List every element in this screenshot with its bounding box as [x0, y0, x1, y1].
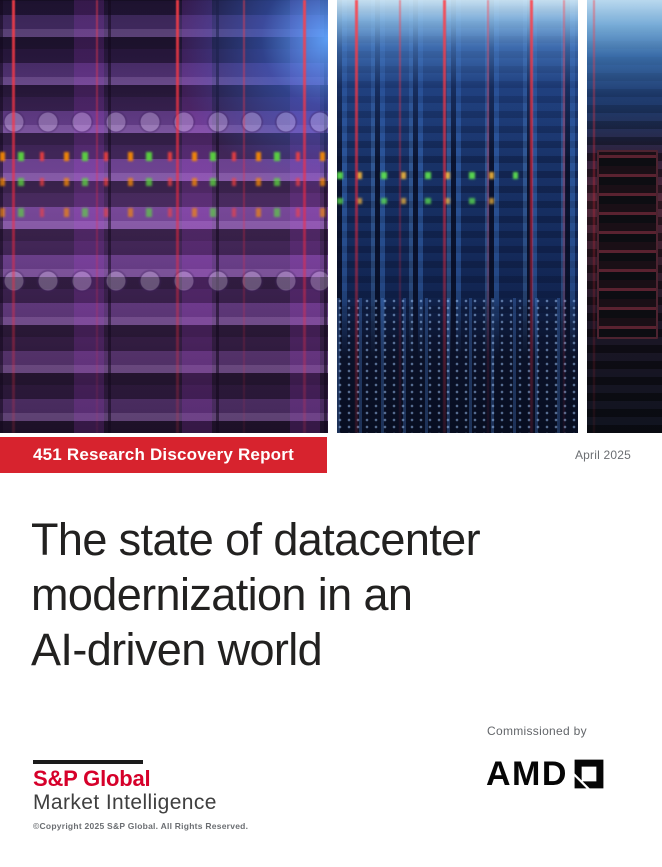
red-light-streak: [176, 0, 179, 433]
report-type-banner: 451 Research Discovery Report: [0, 437, 327, 473]
hero-photo-panel-right: [587, 0, 662, 433]
red-light-streak: [303, 0, 306, 433]
led-lights-decor: [337, 172, 518, 179]
red-light-streak: [487, 0, 489, 433]
sp-global-logo: S&P Global Market Intelligence: [33, 760, 217, 815]
report-date: April 2025: [574, 448, 631, 462]
report-title-line: The state of datacenter: [31, 514, 481, 565]
reflective-floor: [337, 298, 578, 433]
led-band-decor: [0, 178, 328, 186]
report-title-line: AI-driven world: [31, 624, 323, 675]
fan-row-decor: [0, 262, 328, 304]
fan-row-decor: [0, 103, 328, 143]
red-light-streak: [530, 0, 533, 433]
hero-photo: [0, 0, 662, 433]
amd-logo: AMD: [486, 757, 605, 791]
copyright-notice: ©Copyright 2025 S&P Global. All Rights R…: [33, 821, 249, 831]
led-band-decor: [0, 208, 328, 217]
sp-global-wordmark: S&P Global: [33, 766, 151, 791]
red-light-streak: [12, 0, 15, 433]
sp-logo-bar: [33, 760, 143, 764]
led-band-decor: [0, 152, 328, 161]
hero-photo-panel-left: [0, 0, 328, 433]
amd-arrow-icon: [574, 759, 604, 789]
report-title-line: modernization in an: [31, 569, 413, 620]
market-intelligence-wordmark: Market Intelligence: [33, 791, 217, 814]
commissioned-by-label: Commissioned by: [487, 724, 587, 738]
red-light-streak: [593, 0, 595, 433]
amd-wordmark: AMD: [486, 755, 568, 793]
red-light-streak: [243, 0, 245, 433]
server-rack-decor: [597, 150, 658, 339]
red-light-streak: [443, 0, 446, 433]
red-light-streak: [355, 0, 358, 433]
red-light-streak: [399, 0, 401, 433]
red-light-streak: [96, 0, 98, 433]
hero-photo-panel-middle: [337, 0, 578, 433]
red-light-streak: [563, 0, 565, 433]
report-title: The state of datacenter modernization in…: [31, 512, 481, 677]
led-lights-decor: [337, 198, 498, 204]
report-type-label: 451 Research Discovery Report: [33, 445, 294, 464]
